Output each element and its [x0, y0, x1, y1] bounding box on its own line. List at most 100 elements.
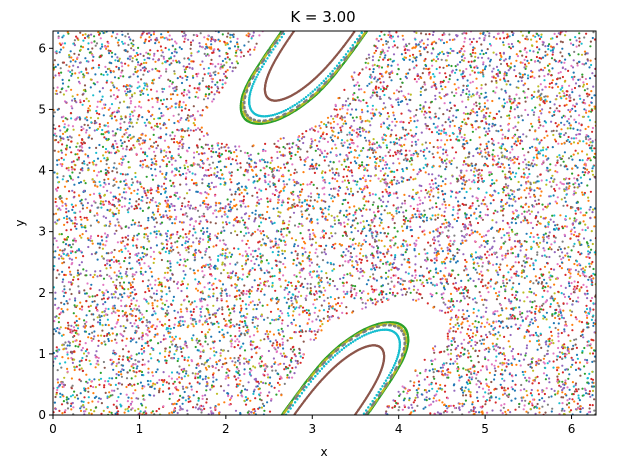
orbit-point	[215, 351, 218, 354]
orbit-point	[331, 356, 334, 359]
orbit-point	[96, 242, 100, 245]
orbit-point	[398, 341, 401, 344]
orbit-point	[312, 93, 315, 96]
orbit-point	[318, 370, 321, 373]
orbit-point	[530, 232, 533, 235]
orbit-point	[557, 123, 560, 126]
orbit-point	[471, 48, 475, 52]
orbit-point	[126, 57, 130, 60]
orbit-point	[218, 152, 221, 155]
orbit-point	[246, 388, 249, 392]
orbit-point	[212, 245, 215, 248]
orbit-point	[230, 284, 233, 287]
orbit-point	[128, 252, 132, 255]
orbit-point	[456, 51, 459, 55]
orbit-point	[391, 373, 394, 376]
orbit-point	[531, 145, 534, 148]
orbit-point	[467, 216, 471, 220]
orbit-point	[576, 166, 579, 169]
orbit-point	[526, 59, 529, 63]
orbit-point	[56, 381, 60, 384]
orbit-point	[345, 55, 348, 58]
orbit-point	[256, 289, 259, 292]
orbit-point	[585, 142, 588, 145]
orbit-point	[418, 292, 421, 295]
orbit-point	[263, 318, 266, 321]
orbit-point	[132, 49, 135, 52]
orbit-point	[311, 165, 315, 168]
orbit-point	[270, 385, 273, 388]
orbit-point	[401, 283, 404, 286]
orbit-point	[585, 32, 588, 35]
orbit-point	[449, 101, 452, 104]
orbit-point	[403, 341, 406, 344]
orbit-point	[314, 88, 317, 91]
orbit-point	[144, 291, 147, 294]
orbit-point	[474, 343, 477, 347]
orbit-point	[301, 388, 304, 391]
orbit-point	[446, 332, 449, 335]
orbit-point	[134, 319, 137, 322]
orbit-point	[479, 143, 482, 146]
orbit-point	[104, 323, 107, 326]
orbit-point	[258, 119, 262, 122]
orbit-point	[515, 59, 518, 62]
orbit-point	[571, 398, 574, 401]
orbit-point	[96, 275, 99, 278]
orbit-point	[251, 85, 254, 88]
orbit-point	[100, 98, 103, 101]
orbit-point	[69, 404, 72, 408]
orbit-point	[433, 236, 436, 239]
orbit-point	[145, 324, 148, 327]
orbit-point	[227, 376, 230, 379]
orbit-point	[98, 123, 101, 126]
orbit-point	[549, 305, 552, 308]
orbit-point	[274, 45, 277, 48]
orbit-point	[122, 85, 125, 88]
orbit-point	[158, 122, 162, 125]
orbit-point	[96, 112, 99, 115]
orbit-point	[254, 186, 257, 189]
orbit-point	[176, 371, 179, 374]
orbit-point	[338, 350, 341, 353]
orbit-point	[521, 119, 524, 122]
orbit-point	[475, 40, 478, 43]
orbit-point	[308, 379, 311, 382]
orbit-point	[367, 332, 370, 335]
orbit-point	[375, 329, 379, 332]
orbit-point	[403, 346, 406, 349]
orbit-point	[146, 235, 149, 238]
orbit-point	[338, 61, 341, 64]
orbit-point	[553, 283, 556, 286]
orbit-point	[385, 293, 388, 296]
orbit-point	[88, 104, 92, 108]
orbit-point	[210, 86, 213, 89]
orbit-point	[379, 387, 382, 391]
orbit-point	[511, 45, 515, 48]
orbit-point	[556, 392, 559, 395]
orbit-point	[520, 184, 523, 187]
orbit-point	[73, 368, 76, 372]
orbit-point	[513, 65, 516, 68]
orbit-point	[365, 333, 368, 336]
orbit-point	[268, 54, 271, 57]
orbit-point	[532, 95, 535, 98]
orbit-point	[577, 174, 580, 177]
orbit-point	[156, 381, 159, 384]
orbit-point	[193, 256, 196, 259]
orbit-point	[516, 106, 519, 109]
orbit-point	[401, 293, 404, 296]
orbit-point	[148, 330, 151, 333]
orbit-point	[421, 202, 424, 205]
orbit-point	[446, 249, 449, 252]
orbit-point	[243, 102, 246, 105]
orbit-point	[363, 334, 366, 337]
orbit-point	[427, 68, 430, 71]
orbit-point	[444, 384, 447, 387]
orbit-point	[127, 396, 130, 399]
orbit-point	[435, 205, 438, 209]
orbit-point	[580, 286, 583, 289]
orbit-point	[552, 360, 555, 363]
orbit-point	[225, 143, 228, 146]
orbit-point	[195, 287, 198, 290]
